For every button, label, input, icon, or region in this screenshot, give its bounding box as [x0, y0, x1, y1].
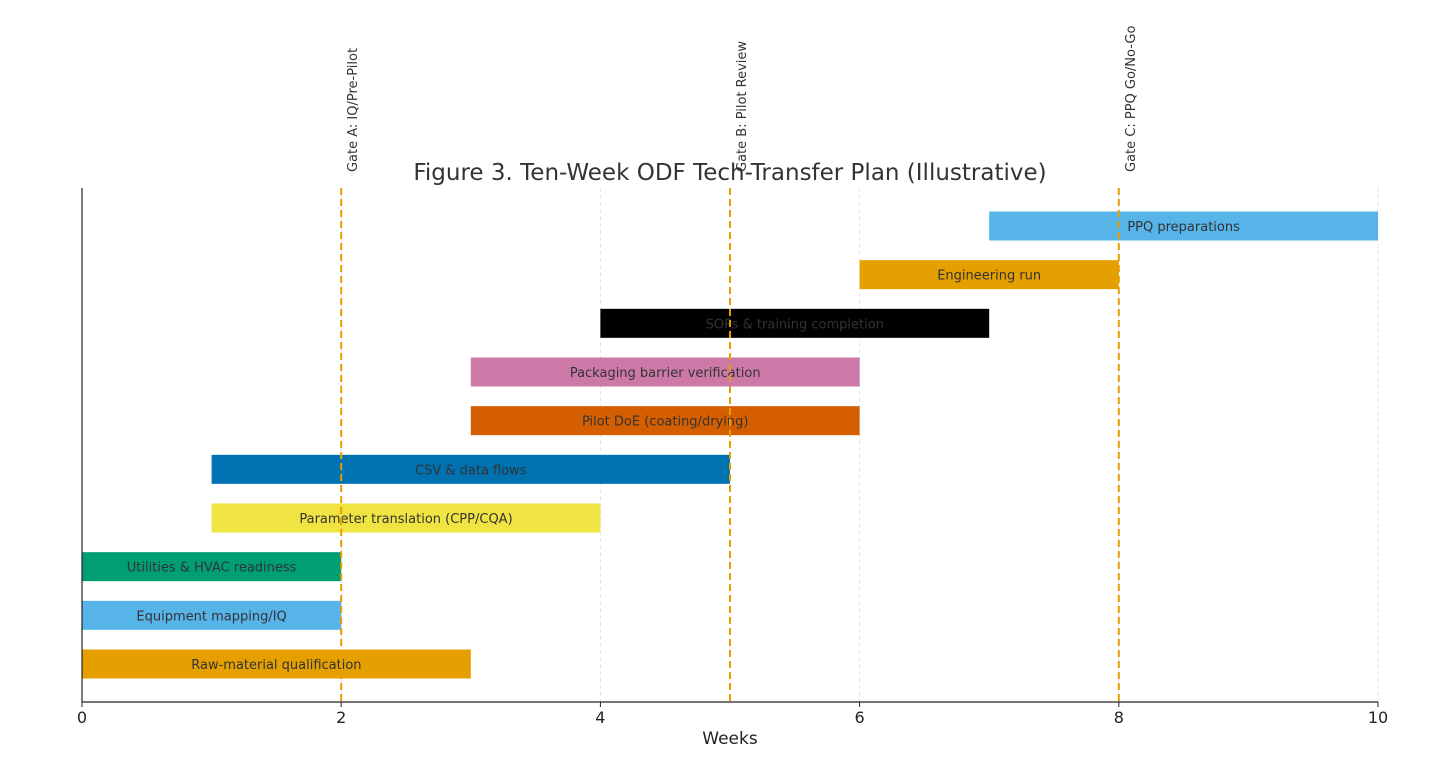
- task-bar: [211, 454, 731, 484]
- x-ticks: 0 2 4 6 8 10: [77, 702, 1388, 727]
- task-bar: [82, 552, 342, 582]
- task-label: Engineering run: [937, 269, 1041, 284]
- task-bars: Raw-material qualification Equipment mapp…: [82, 211, 1378, 679]
- gate-label: Gate A: IQ/Pre-Pilot: [346, 48, 361, 172]
- task-bar: [989, 211, 1378, 241]
- task-label: Parameter translation (CPP/CQA): [299, 512, 512, 527]
- x-tick-label: 2: [336, 708, 346, 727]
- task-bar: [82, 649, 471, 679]
- task-label: Raw-material qualification: [191, 658, 361, 673]
- x-tick-label: 4: [595, 708, 605, 727]
- task-label: Pilot DoE (coating/drying): [582, 415, 748, 430]
- task-label: Packaging barrier verification: [570, 366, 761, 381]
- gate-label: Gate B: Pilot Review: [735, 41, 750, 172]
- x-tick-label: 0: [77, 708, 87, 727]
- x-tick-label: 10: [1368, 708, 1388, 727]
- task-label: CSV & data flows: [415, 463, 527, 478]
- task-label: Equipment mapping/IQ: [136, 609, 286, 624]
- gate-label: Gate C: PPQ Go/No-Go: [1124, 26, 1139, 172]
- task-label: SOPs & training completion: [706, 317, 884, 332]
- chart-title: Figure 3. Ten-Week ODF Tech-Transfer Pla…: [413, 160, 1046, 186]
- task-bar: [470, 357, 860, 387]
- gate-lines: Gate A: IQ/Pre-Pilot Gate B: Pilot Review…: [340, 26, 1139, 702]
- x-tick-label: 8: [1114, 708, 1124, 727]
- task-bar: [859, 260, 1119, 290]
- x-tick-label: 6: [855, 708, 865, 727]
- task-label: Utilities & HVAC readiness: [127, 561, 297, 576]
- task-bar: [211, 503, 601, 533]
- x-axis-label: Weeks: [702, 729, 758, 749]
- task-bar: [470, 406, 860, 436]
- task-bar: [600, 308, 990, 338]
- task-label: PPQ preparations: [1127, 220, 1240, 235]
- task-bar: [82, 600, 342, 630]
- axes: [81, 188, 1378, 703]
